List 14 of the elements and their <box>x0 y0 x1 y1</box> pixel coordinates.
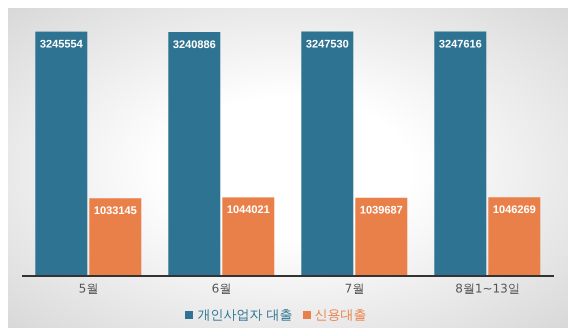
data-label: 1044021 <box>226 204 270 216</box>
x-tick-label: 6월 <box>212 282 232 296</box>
legend-label: 신용대출 <box>314 308 367 323</box>
x-tick-label: 8월1~13일 <box>455 282 520 296</box>
data-label: 3247616 <box>438 38 482 50</box>
x-tick-label: 7월 <box>344 282 364 296</box>
x-tick-label: 5월 <box>78 282 98 296</box>
data-label: 1046269 <box>492 204 536 216</box>
data-label: 3240886 <box>172 38 216 51</box>
data-label: 1033145 <box>94 205 137 218</box>
data-label: 1039687 <box>360 204 403 217</box>
data-label: 3245554 <box>40 38 84 50</box>
data-label: 3247530 <box>306 38 349 50</box>
legend-label: 개인사업자 대출 <box>197 308 293 323</box>
